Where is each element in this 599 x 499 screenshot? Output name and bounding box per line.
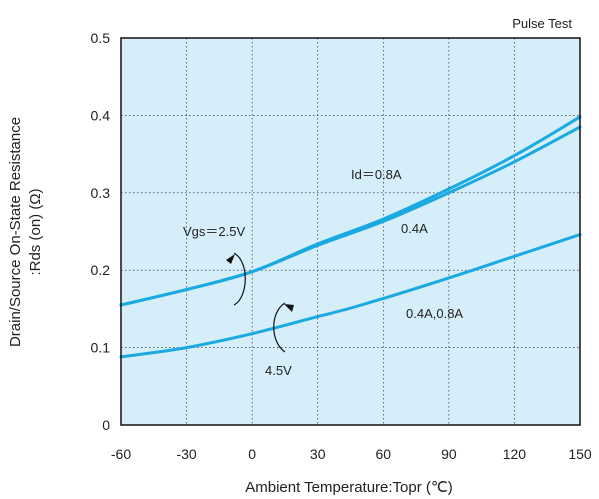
- curved-arrow-icon: [273, 302, 286, 353]
- arrow-head-icon: [226, 254, 235, 264]
- x-tick-label: -60: [111, 446, 131, 462]
- annotations: Pulse Test Id＝0.8A 0.4A 0.4A,0.8A Vgs＝2.…: [183, 16, 572, 378]
- x-tick-label: 90: [441, 446, 457, 462]
- x-tick-label: 30: [310, 446, 326, 462]
- series-label-04a: 0.4A: [401, 221, 428, 236]
- y-tick-label: 0.1: [91, 340, 111, 356]
- y-tick-label: 0.5: [91, 30, 111, 46]
- pulse-test-note: Pulse Test: [512, 16, 572, 31]
- y-tick-label: 0.2: [91, 262, 111, 278]
- y-axis-label-line2: :Rds (on) (Ω): [27, 188, 44, 275]
- curved-arrow-icon: [233, 252, 246, 306]
- x-tick-label: 150: [568, 446, 592, 462]
- series-label-id-08a: Id＝0.8A: [351, 167, 402, 182]
- arrow-head-icon: [284, 304, 294, 312]
- x-tick-label: 0: [248, 446, 256, 462]
- tick-labels: -60 -30 0 30 60 90 120 150 0 0.1 0.2 0.3 0.4 0.5: [91, 30, 592, 462]
- y-axis-label-line1: Drain/Source On-State Resistance: [7, 117, 24, 347]
- series-line-2: [119, 125, 582, 307]
- vgs-2-5v-label: Vgs＝2.5V: [183, 224, 245, 239]
- vgs-4-5v-label: 4.5V: [265, 363, 292, 378]
- x-tick-label: -30: [176, 446, 196, 462]
- x-tick-label: 120: [503, 446, 527, 462]
- grid: [121, 38, 580, 425]
- series-group: [119, 115, 582, 359]
- x-axis-label: Ambient Temperature:Topr (℃): [245, 479, 452, 496]
- plot-frame: [120, 37, 581, 426]
- series-line-3: [119, 233, 582, 359]
- y-tick-label: 0: [102, 417, 110, 433]
- x-tick-label: 60: [375, 446, 391, 462]
- series-label-04a-08a: 0.4A,0.8A: [406, 306, 463, 321]
- y-tick-label: 0.3: [91, 185, 111, 201]
- y-tick-label: 0.4: [91, 107, 111, 123]
